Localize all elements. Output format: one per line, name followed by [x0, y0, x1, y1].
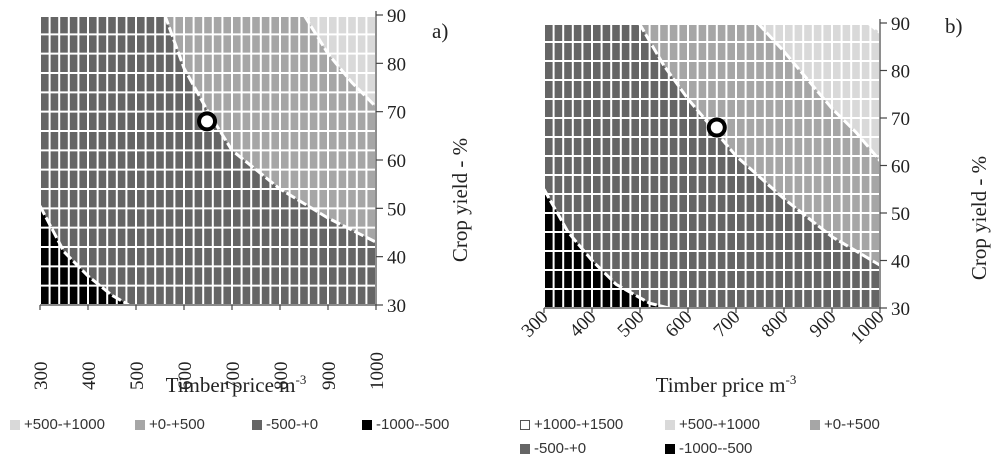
x-tick-label: 400	[79, 362, 100, 391]
legend-label: +500-+1000	[679, 416, 760, 433]
x-tick-label: 600	[175, 362, 196, 391]
panel-b-regions	[544, 23, 880, 308]
legend-label: +0-+500	[149, 416, 205, 433]
x-tick-label: 800	[271, 362, 292, 391]
y-tick-label: 40	[891, 252, 910, 273]
contour-line	[163, 15, 376, 244]
legend-item: +0-+500	[810, 416, 880, 433]
legend-swatch	[252, 419, 262, 430]
panel-b-xlabel-sup: -3	[786, 372, 797, 387]
y-tick-label: 50	[891, 204, 910, 225]
y-tick-label: 40	[387, 248, 406, 269]
y-tick-label: 30	[387, 296, 406, 317]
y-tick-label: 60	[891, 157, 910, 178]
x-tick-label: 900	[806, 307, 841, 342]
contour-line	[637, 23, 880, 267]
x-tick-label: 1000	[367, 352, 388, 390]
panel-a-xlabel-sup: -3	[296, 372, 307, 387]
legend-swatch	[135, 419, 145, 430]
panel-a-ylabel: Crop yield - %	[448, 138, 472, 262]
panel-a-axes: 30 40 50 60 70 80 90 300 400 500 600 700 800 900 1000	[31, 6, 406, 390]
legend-label: +1000-+1500	[534, 416, 624, 433]
x-tick-label: 900	[319, 362, 340, 391]
x-tick-label: 1000	[847, 307, 889, 349]
x-tick-label: 700	[223, 362, 244, 391]
panel-a-xlabel-text: Timber price m	[166, 373, 296, 397]
panel-b-grid	[544, 23, 880, 308]
panel-a-boundaries	[40, 15, 376, 305]
current-point-marker	[706, 117, 727, 138]
y-tick-label: 90	[891, 14, 910, 35]
legend-item: -1000--500	[362, 416, 449, 433]
panel-b-ylabel: Crop yield - %	[967, 156, 991, 280]
current-point-marker	[197, 111, 218, 132]
legend-label: -500-+0	[534, 440, 587, 457]
x-tick-label: 500	[127, 362, 148, 391]
y-tick-label: 70	[891, 109, 910, 130]
legend-swatch	[665, 419, 675, 430]
legend-label: -500-+0	[266, 416, 319, 433]
legend-label: +500-+1000	[24, 416, 105, 433]
legend-item: -500-+0	[520, 440, 586, 457]
y-tick-label: 70	[387, 103, 406, 124]
panel-b-xlabel: Timber price m-3	[656, 372, 797, 397]
legend-swatch	[665, 443, 675, 454]
legend-swatch	[362, 419, 372, 430]
y-tick-label: 50	[387, 199, 406, 220]
x-tick-label: 400	[566, 307, 601, 342]
contour-line	[40, 205, 130, 305]
panel-a-label: a)	[432, 19, 448, 43]
y-tick-label: 30	[891, 299, 910, 320]
contour-line	[756, 23, 880, 162]
legend-item: +0-+500	[135, 416, 205, 433]
legend-label: +0-+500	[824, 416, 880, 433]
panel-b-xlabel-text: Timber price m	[656, 373, 786, 397]
panel-b-boundaries	[544, 23, 880, 308]
legend-item: -1000--500	[665, 440, 752, 457]
panel-b-label: b)	[945, 14, 963, 38]
y-tick-label: 80	[891, 62, 910, 83]
legend-item: -500-+0	[252, 416, 318, 433]
y-tick-label: 90	[387, 6, 406, 27]
contour-line	[867, 23, 880, 34]
panel-a-marker	[197, 111, 218, 132]
legend-swatch	[810, 419, 820, 430]
panel-b-marker	[706, 117, 727, 138]
panel-a-xlabel: Timber price m-3	[166, 372, 307, 397]
region-+500-+1000	[304, 15, 376, 107]
legend-label: -1000--500	[679, 440, 753, 457]
x-tick-label: 700	[710, 307, 745, 342]
y-tick-label: 80	[387, 54, 406, 75]
legend-swatch	[520, 419, 530, 430]
x-tick-label: 300	[31, 362, 52, 391]
legend-item: +500-+1000	[665, 416, 760, 433]
contour-line	[544, 188, 670, 308]
panel-a-regions	[40, 15, 376, 305]
x-tick-label: 300	[518, 307, 553, 342]
legend-label: -1000--500	[376, 416, 450, 433]
x-tick-label: 600	[662, 307, 697, 342]
panel-a-grid	[40, 15, 376, 305]
x-tick-label: 800	[758, 307, 793, 342]
x-tick-label: 500	[614, 307, 649, 342]
legend-swatch	[520, 443, 530, 454]
y-tick-label: 60	[387, 151, 406, 172]
legend-item: +500-+1000	[10, 416, 105, 433]
contour-line	[302, 15, 376, 108]
legend-swatch	[10, 419, 20, 430]
legend-item: +1000-+1500	[520, 416, 623, 433]
